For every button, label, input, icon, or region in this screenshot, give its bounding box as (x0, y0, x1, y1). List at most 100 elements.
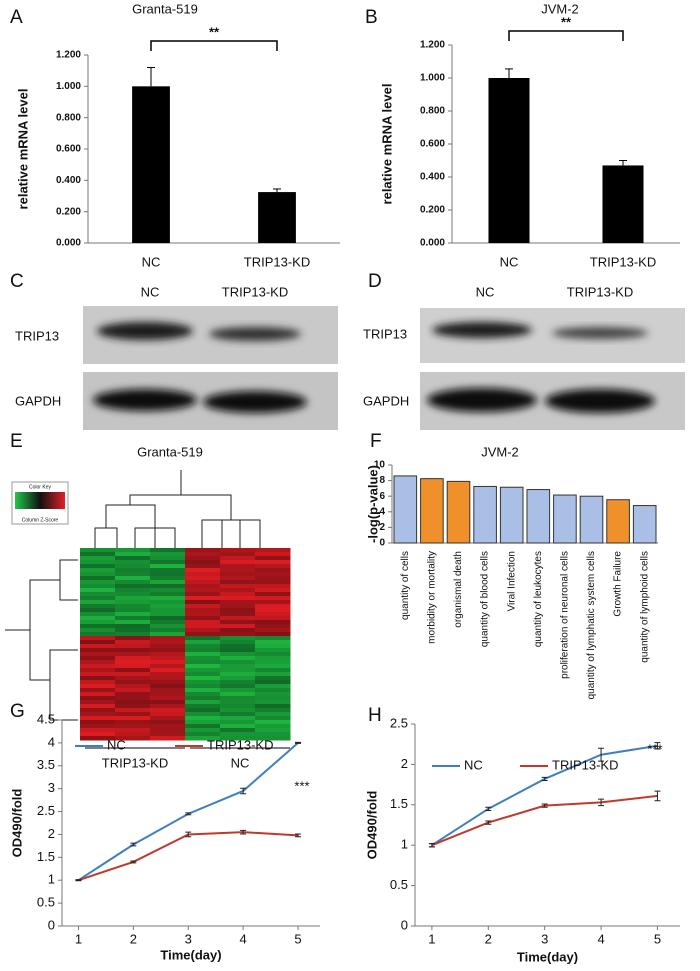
heatmap-cell (220, 680, 256, 685)
heatmap-cell (255, 620, 291, 625)
blot-column: TRIP13-KD (567, 284, 633, 299)
heatmap-cell (185, 644, 221, 649)
heatmap-cell (80, 600, 116, 605)
y-axis-label: OD490/fold (9, 789, 24, 858)
bar (446, 480, 471, 544)
heatmap-cell (115, 664, 151, 669)
heatmap-cell (80, 724, 116, 729)
x-tick-label: 5 (294, 931, 301, 946)
heatmap-cell (80, 656, 116, 661)
heatmap-cell (80, 700, 116, 705)
heatmap-cell (150, 652, 186, 657)
heatmap-cell (150, 568, 186, 573)
heatmap-cell (255, 600, 291, 605)
heatmap-cell (115, 644, 151, 649)
heatmap-cell (150, 692, 186, 697)
heatmap-cell (115, 728, 151, 733)
heatmap-cell (185, 636, 221, 641)
heatmap-cell (115, 704, 151, 709)
heatmap-cell (255, 564, 291, 569)
y-tick-label: 0.000 (420, 238, 445, 249)
heatmap-cell (115, 724, 151, 729)
heatmap-cell (255, 660, 291, 665)
dendrogram (5, 559, 78, 721)
x-tick-label: organismal death (453, 551, 464, 628)
heatmap-cell (80, 676, 116, 681)
heatmap-cell (220, 724, 256, 729)
heatmap-cell (220, 592, 256, 597)
heatmap-cell (150, 624, 186, 629)
heatmap-cell (80, 560, 116, 565)
heatmap-cell (220, 684, 256, 689)
bar (258, 192, 296, 243)
heatmap-cell (255, 676, 291, 681)
x-tick-label: Viral Infection (506, 551, 517, 611)
heatmap-cell (220, 736, 256, 741)
heatmap-cell (80, 548, 116, 553)
heatmap-cell (255, 648, 291, 653)
heatmap-cell (80, 632, 116, 637)
heatmap-cell (115, 556, 151, 561)
heatmap-cell (255, 708, 291, 713)
heatmap-cell (255, 608, 291, 613)
heatmap-cell (150, 668, 186, 673)
heatmap-cell (115, 700, 151, 705)
chart-title: Granta-519 (132, 1, 198, 16)
heatmap-cell (185, 628, 221, 633)
heatmap-cell (80, 576, 116, 581)
error-bar (295, 833, 302, 838)
heatmap-cell (255, 652, 291, 657)
heatmap-cell (115, 732, 151, 737)
heatmap-cell (220, 636, 256, 641)
significance-bracket (150, 40, 278, 51)
heatmap-cell (115, 640, 151, 645)
error-bar (654, 742, 661, 750)
heatmap-cell (150, 656, 186, 661)
error-bar (598, 747, 605, 762)
heatmap-cell (150, 576, 186, 581)
x-tick-label: NC (500, 254, 519, 269)
panel-label: E (10, 431, 23, 452)
heatmap-cell (80, 652, 116, 657)
heatmap-cell (150, 600, 186, 605)
y-tick-label: 2.5 (390, 715, 408, 730)
heatmap-cell (220, 688, 256, 693)
heatmap-cell (80, 644, 116, 649)
heatmap-cell (220, 616, 256, 621)
heatmap-cell (255, 624, 291, 629)
heatmap-cell (255, 604, 291, 609)
y-tick-label: 8 (379, 475, 385, 486)
heatmap-cell (185, 712, 221, 717)
heatmap-cell (80, 592, 116, 597)
y-tick-label: 1.200 (56, 50, 81, 61)
key-gradient (15, 492, 65, 509)
heatmap-cell (185, 616, 221, 621)
heatmap-cell (80, 636, 116, 641)
bar (393, 475, 418, 544)
heatmap-cell (220, 624, 256, 629)
heatmap-cell (255, 548, 291, 553)
y-tick-label: 1.5 (37, 849, 55, 864)
panel-label: B (365, 7, 378, 28)
x-tick-label: NC (142, 254, 161, 269)
y-tick-label: 6 (379, 491, 385, 502)
heatmap-cell (220, 596, 256, 601)
heatmap-cell (255, 644, 291, 649)
heatmap-cell (150, 712, 186, 717)
heatmap-cell (150, 648, 186, 653)
heatmap-cell (80, 732, 116, 737)
panel-label: G (10, 701, 25, 722)
heatmap-cell (150, 720, 186, 725)
y-tick-label: 0.600 (420, 139, 445, 150)
bar (632, 505, 657, 544)
heatmap-cell (150, 552, 186, 557)
x-tick-label: quantity of leukocytes (533, 551, 544, 647)
heatmap-cell (80, 572, 116, 577)
heatmap-cell (150, 672, 186, 677)
heatmap-cell (80, 680, 116, 685)
y-tick-label: 1.000 (420, 73, 445, 84)
heatmap-cell (220, 568, 256, 573)
x-tick-label: 3 (185, 931, 192, 946)
heatmap-cell (185, 612, 221, 617)
